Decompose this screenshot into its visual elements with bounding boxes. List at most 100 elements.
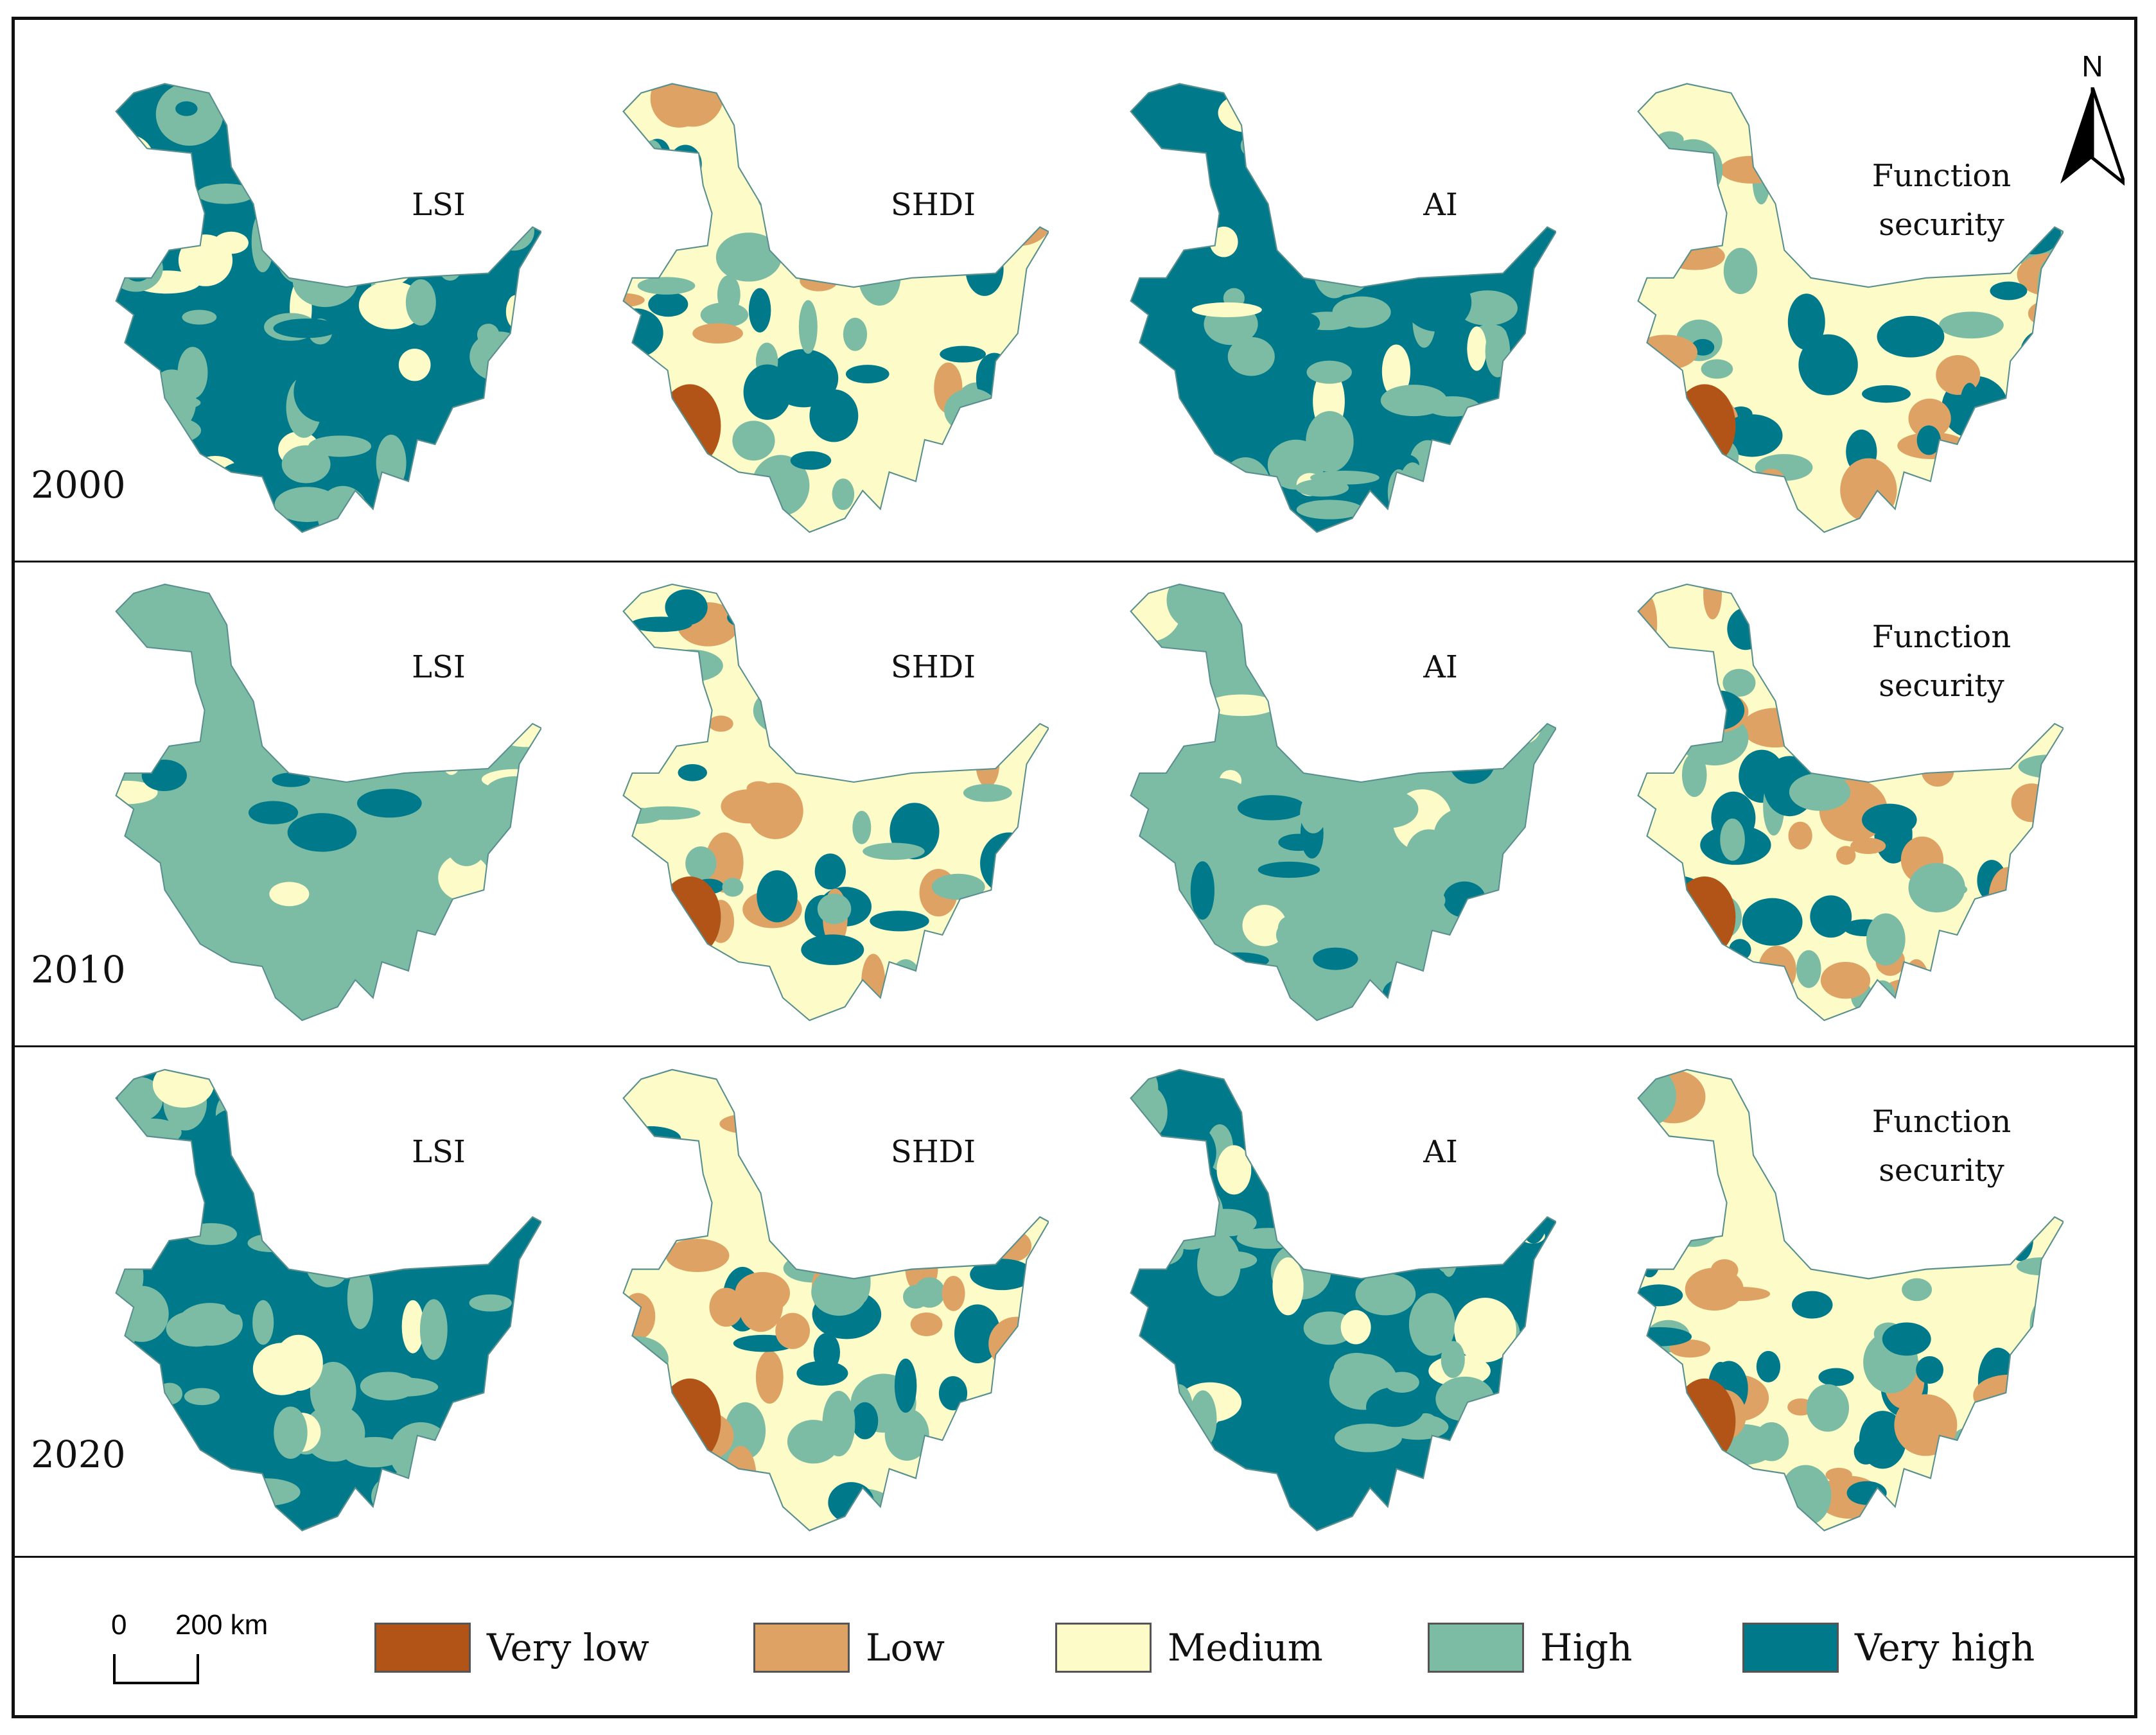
map-patch <box>335 641 380 668</box>
map-patch <box>152 1069 215 1108</box>
indicator-label: SHDI <box>890 187 976 223</box>
map-patch <box>727 606 782 629</box>
map-patch <box>1457 1189 1527 1230</box>
map-patch <box>952 948 979 985</box>
map-patch <box>1216 1145 1252 1195</box>
map-patch <box>1367 584 1395 620</box>
map-patch <box>1259 83 1292 130</box>
map-patch <box>298 180 338 220</box>
map-patch <box>1415 1413 1437 1429</box>
map-patch <box>872 619 915 642</box>
map-patch <box>870 911 929 932</box>
map-patch <box>1380 385 1448 417</box>
map-patch <box>1846 1481 1887 1505</box>
map-patch <box>1335 1424 1402 1452</box>
map-patch <box>1130 890 1168 924</box>
map-patch <box>1908 863 1965 912</box>
map-patch <box>218 317 244 367</box>
map-patch <box>264 1097 290 1120</box>
map-patch <box>775 1312 811 1349</box>
map-patch <box>827 704 885 766</box>
indicator-label: Function security <box>1871 158 2011 243</box>
map-patch <box>235 741 283 771</box>
map-patch <box>978 933 1026 973</box>
map-patch <box>987 593 1023 618</box>
map-patch <box>1480 912 1513 934</box>
map-patch <box>125 598 162 637</box>
province-map <box>115 583 541 1022</box>
map-panel <box>15 1047 541 1556</box>
map-patch <box>1836 846 1856 865</box>
province-outline <box>1637 1068 2064 1531</box>
map-patch <box>1654 982 1711 1007</box>
map-patch <box>301 731 339 776</box>
map-patch <box>281 445 331 484</box>
map-patch <box>1408 1293 1455 1356</box>
map-patch <box>1379 141 1399 166</box>
figure-frame: 2000 LSI SHDI AI Function security 2010 LSI… <box>12 17 2137 1718</box>
row-2000: 2000 LSI SHDI AI Function security <box>15 20 2134 562</box>
map-patch <box>1388 715 1437 771</box>
map-patch <box>272 772 310 787</box>
map-patch <box>218 484 236 516</box>
map-patch <box>1825 83 1852 126</box>
map-patch <box>1638 335 1698 371</box>
map-patch <box>1902 1278 1933 1302</box>
map-patch <box>637 277 696 295</box>
map-patch <box>121 1435 175 1483</box>
map-patch <box>1720 818 1745 861</box>
map-patch <box>863 842 925 860</box>
map-patch <box>1638 593 1658 654</box>
map-patch <box>197 387 261 451</box>
map-patch <box>325 1202 377 1234</box>
map-patch <box>242 653 267 692</box>
indicator-label: AI <box>1423 1134 1458 1170</box>
map-patch <box>856 252 919 271</box>
map-patch <box>1742 708 1809 748</box>
map-patch <box>1866 913 1906 966</box>
map-patch <box>276 223 322 284</box>
map-patch <box>1939 311 2004 339</box>
map-patch <box>1423 1211 1469 1230</box>
map-patch <box>789 597 856 658</box>
map-patch <box>1810 895 1852 938</box>
map-patch <box>717 275 741 314</box>
map-patch <box>1130 223 1166 256</box>
map-patch <box>1209 226 1238 257</box>
map-patch <box>648 292 688 317</box>
map-patch <box>331 206 357 261</box>
map-patch <box>1798 334 1858 396</box>
map-patch <box>912 719 964 753</box>
map-patch <box>845 365 890 383</box>
map-patch <box>1000 1137 1029 1167</box>
map-patch <box>1853 729 1920 779</box>
map-patch <box>2004 400 2030 426</box>
map-patch <box>398 348 431 381</box>
map-patch <box>1313 947 1358 970</box>
map-patch <box>480 1488 523 1521</box>
map-patch <box>963 783 1012 802</box>
year-label: 2000 <box>31 463 126 507</box>
map-patch <box>1432 1214 1459 1273</box>
map-panel <box>1537 20 2064 561</box>
map-patch <box>116 1207 161 1263</box>
indicator-label: LSI <box>412 1134 466 1170</box>
map-patch <box>363 147 417 170</box>
map-patch <box>1758 945 1796 995</box>
indicator-label: SHDI <box>890 649 976 685</box>
map-patch <box>1405 829 1453 883</box>
map-patch <box>832 478 855 510</box>
map-patch <box>372 140 420 180</box>
map-patch <box>321 198 358 225</box>
map-patch <box>1443 881 1486 918</box>
map-patch <box>624 1449 681 1495</box>
map-patch <box>1983 969 2010 1020</box>
map-patch <box>127 665 153 688</box>
province-outline <box>622 83 1049 534</box>
map-patch <box>2013 1488 2041 1517</box>
province-outline <box>622 583 1049 1022</box>
map-patch <box>1157 779 1208 810</box>
map-patch <box>360 688 402 727</box>
legend-item-low: Low <box>753 1616 945 1680</box>
map-patch <box>944 388 999 433</box>
